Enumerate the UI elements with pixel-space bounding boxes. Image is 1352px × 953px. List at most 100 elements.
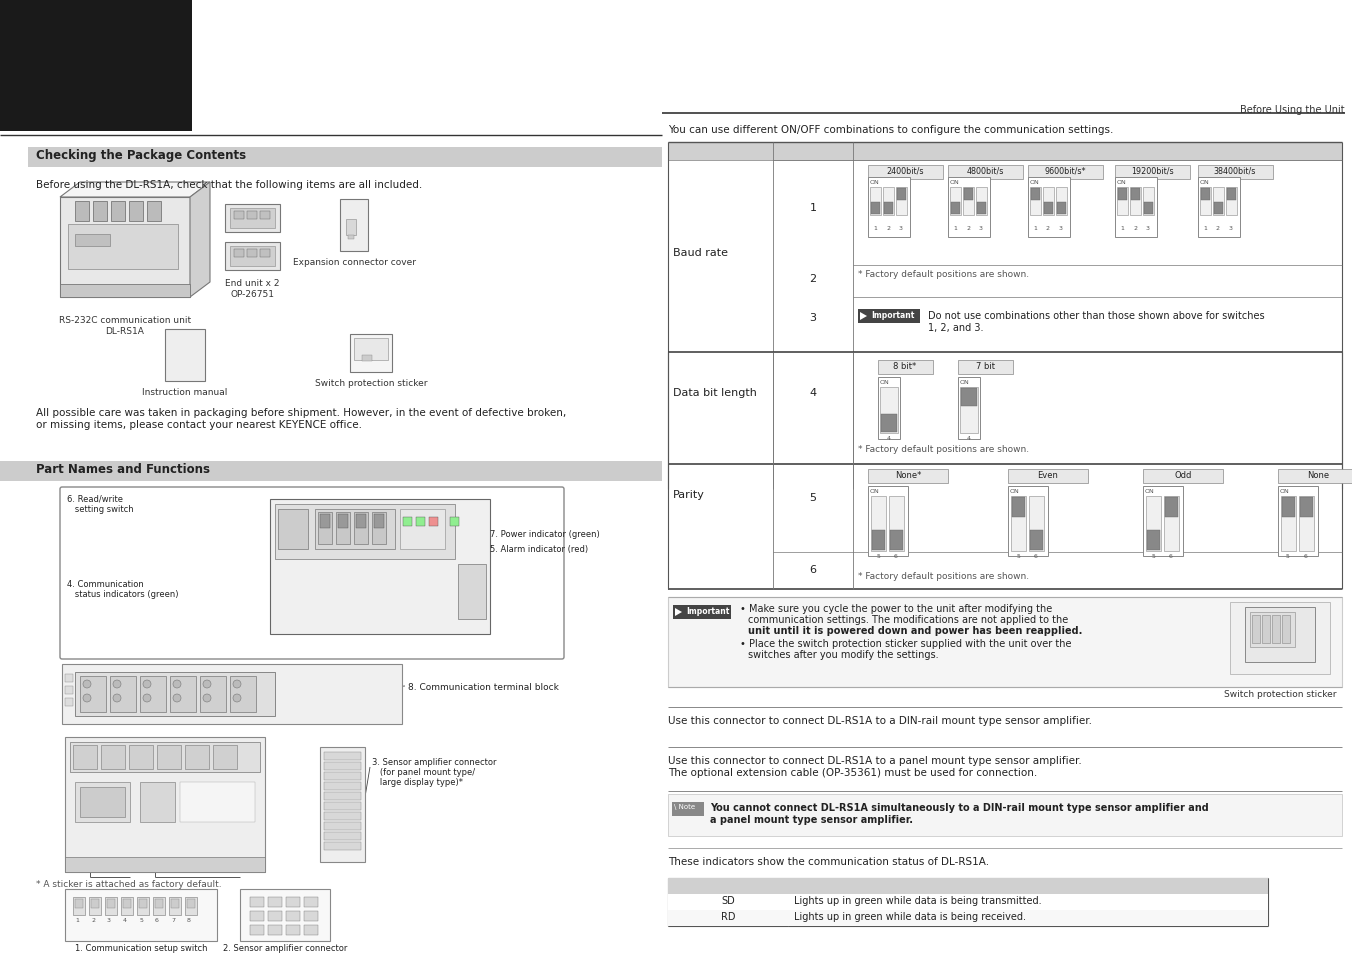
Bar bbox=[324, 802, 361, 810]
Bar bbox=[247, 250, 257, 257]
Bar bbox=[170, 677, 196, 712]
Text: 5: 5 bbox=[810, 493, 817, 502]
Bar bbox=[250, 897, 264, 907]
Bar bbox=[346, 220, 356, 235]
Bar bbox=[324, 812, 361, 821]
Text: ON: ON bbox=[1030, 180, 1040, 185]
Bar bbox=[1213, 188, 1224, 215]
Text: 4: 4 bbox=[123, 917, 127, 923]
Text: 6. Read/write: 6. Read/write bbox=[68, 495, 123, 503]
Bar bbox=[165, 330, 206, 381]
Bar bbox=[1144, 203, 1153, 214]
Text: ON: ON bbox=[880, 379, 890, 385]
Text: ON: ON bbox=[1117, 180, 1126, 185]
Bar bbox=[250, 925, 264, 935]
Text: 5: 5 bbox=[876, 554, 880, 558]
Bar bbox=[153, 897, 165, 915]
Text: (for panel mount type/: (for panel mount type/ bbox=[372, 767, 475, 776]
Bar bbox=[279, 510, 308, 550]
Bar bbox=[337, 513, 350, 544]
Text: 2: 2 bbox=[965, 226, 969, 231]
Text: ON: ON bbox=[960, 379, 969, 385]
Bar bbox=[107, 899, 115, 908]
Bar bbox=[241, 889, 330, 941]
Text: Baud rate: Baud rate bbox=[673, 248, 727, 257]
Text: ON: ON bbox=[869, 489, 880, 494]
Text: large display type)*: large display type)* bbox=[372, 778, 462, 786]
Bar bbox=[350, 335, 392, 373]
Text: Important: Important bbox=[871, 311, 914, 319]
Text: Instruction manual: Instruction manual bbox=[142, 388, 227, 396]
Text: 2: 2 bbox=[91, 917, 95, 923]
Bar bbox=[185, 897, 197, 915]
Bar bbox=[320, 747, 365, 862]
Bar bbox=[70, 742, 260, 772]
Bar bbox=[356, 515, 366, 529]
Bar bbox=[668, 598, 1343, 687]
Bar bbox=[668, 878, 1268, 894]
Text: 2. Sensor amplifier connector: 2. Sensor amplifier connector bbox=[223, 943, 347, 952]
Bar bbox=[74, 202, 89, 222]
Bar bbox=[1056, 188, 1067, 215]
Text: End unit x 2
OP-26751: End unit x 2 OP-26751 bbox=[224, 278, 280, 299]
Text: All possible care was taken in packaging before shipment. However, in the event : All possible care was taken in packaging… bbox=[37, 408, 566, 430]
Bar bbox=[1261, 616, 1270, 643]
Text: 3: 3 bbox=[810, 313, 817, 323]
Circle shape bbox=[173, 695, 181, 702]
Circle shape bbox=[203, 695, 211, 702]
Text: 5: 5 bbox=[1017, 554, 1019, 558]
Bar bbox=[65, 699, 73, 706]
Bar bbox=[1299, 497, 1314, 552]
Bar bbox=[141, 677, 166, 712]
Bar bbox=[1245, 607, 1315, 662]
Bar bbox=[869, 188, 882, 215]
Text: Part Names and Functions: Part Names and Functions bbox=[37, 462, 210, 476]
Text: 2: 2 bbox=[810, 274, 817, 284]
Text: 38400bit/s: 38400bit/s bbox=[1214, 167, 1256, 175]
Text: 1: 1 bbox=[1203, 226, 1207, 231]
Bar bbox=[59, 285, 191, 297]
Bar bbox=[1282, 497, 1295, 517]
Bar bbox=[93, 202, 107, 222]
Text: 19200bit/s: 19200bit/s bbox=[1130, 167, 1174, 175]
Bar bbox=[65, 889, 218, 941]
Bar bbox=[169, 897, 181, 915]
Bar bbox=[1198, 178, 1240, 237]
Bar bbox=[318, 513, 333, 544]
Bar bbox=[673, 605, 731, 619]
Text: unit until it is powered down and power has been reapplied.: unit until it is powered down and power … bbox=[748, 625, 1083, 636]
Bar bbox=[74, 672, 274, 717]
Bar bbox=[403, 517, 412, 526]
Text: 3: 3 bbox=[979, 226, 983, 231]
FancyBboxPatch shape bbox=[59, 488, 564, 659]
Bar bbox=[268, 925, 283, 935]
Bar bbox=[101, 745, 124, 769]
Text: Expansion connector cover: Expansion connector cover bbox=[292, 257, 415, 267]
Bar bbox=[320, 515, 330, 529]
Text: Parity: Parity bbox=[673, 490, 704, 499]
Bar bbox=[74, 899, 82, 908]
Text: RD: RD bbox=[721, 911, 735, 921]
Text: 1: 1 bbox=[1119, 226, 1124, 231]
Text: Data bit length: Data bit length bbox=[673, 388, 757, 397]
Text: 6: 6 bbox=[1305, 554, 1307, 558]
Bar bbox=[128, 202, 143, 222]
Bar bbox=[224, 243, 280, 271]
Bar bbox=[375, 515, 384, 529]
Text: None*: None* bbox=[895, 471, 921, 479]
Bar bbox=[976, 188, 987, 215]
Bar bbox=[315, 510, 395, 550]
Text: 1: 1 bbox=[953, 226, 957, 231]
Text: 8: 8 bbox=[187, 917, 191, 923]
Bar bbox=[120, 897, 132, 915]
Text: 4: 4 bbox=[810, 388, 817, 397]
Bar bbox=[884, 203, 894, 214]
Bar bbox=[1030, 531, 1042, 551]
Circle shape bbox=[233, 695, 241, 702]
Bar bbox=[354, 513, 368, 544]
Bar bbox=[450, 517, 458, 526]
Text: 3. Sensor amplifier connector: 3. Sensor amplifier connector bbox=[372, 758, 496, 766]
Bar bbox=[250, 911, 264, 921]
Bar bbox=[268, 897, 283, 907]
Bar bbox=[68, 225, 178, 270]
